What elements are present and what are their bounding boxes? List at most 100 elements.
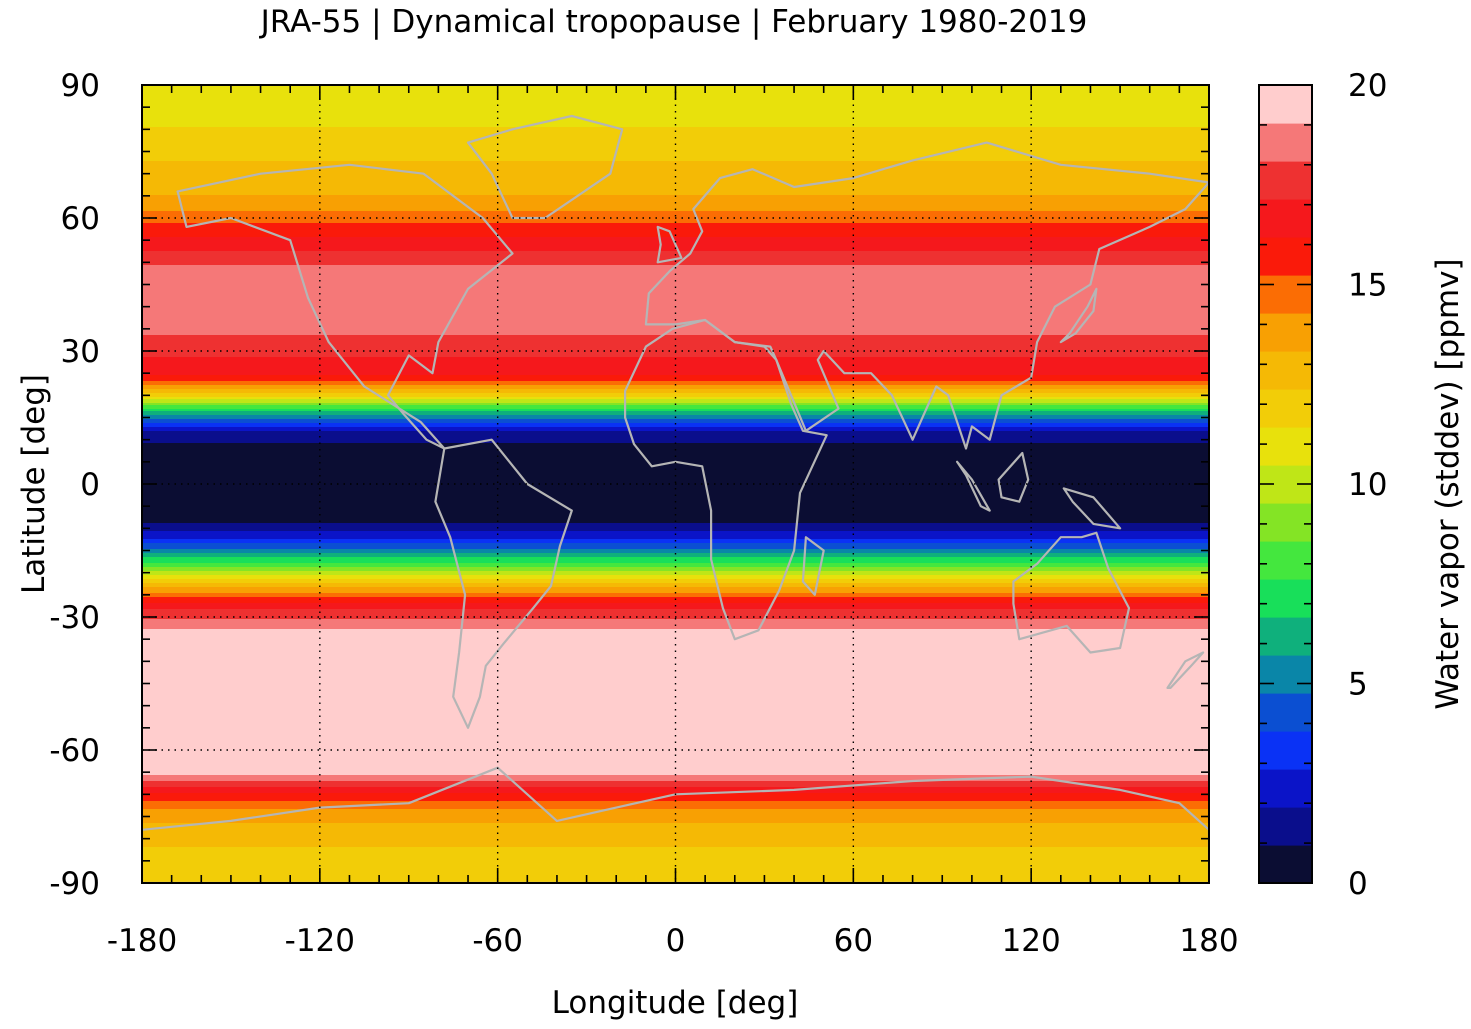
heat-band	[142, 661, 1209, 664]
heat-band	[142, 313, 1209, 316]
y-tick-label: 0	[80, 467, 100, 503]
colorbar-swatch	[1259, 237, 1312, 276]
heat-band	[142, 283, 1209, 286]
heat-band	[142, 445, 1209, 448]
heat-band	[142, 103, 1209, 106]
x-tick-labels: -180 -120 -60 0 60 120 180	[107, 923, 1239, 959]
heat-band	[142, 577, 1209, 580]
colorbar-tick-label: 10	[1348, 467, 1387, 503]
heat-band	[142, 393, 1209, 396]
heat-band	[142, 817, 1209, 820]
colorbar-swatch	[1259, 541, 1312, 580]
coastline-uk	[656, 225, 683, 264]
heat-band	[142, 337, 1209, 340]
heat-band	[142, 737, 1209, 740]
heat-band	[142, 147, 1209, 150]
heat-band	[142, 625, 1209, 628]
heat-band	[142, 309, 1209, 312]
heat-band	[142, 463, 1209, 466]
heat-band	[142, 439, 1209, 442]
heat-band	[142, 381, 1209, 384]
colorbar	[1259, 84, 1312, 884]
heat-band	[142, 179, 1209, 182]
heat-band	[142, 647, 1209, 650]
heat-band	[142, 727, 1209, 730]
heat-band	[142, 757, 1209, 760]
x-tick-label: -60	[472, 923, 523, 959]
heat-band	[142, 139, 1209, 142]
heat-band	[142, 777, 1209, 780]
y-tick-label: -90	[49, 866, 100, 902]
heat-band	[142, 141, 1209, 144]
heat-band	[142, 421, 1209, 424]
heat-band	[142, 833, 1209, 836]
x-tick-label: 0	[666, 923, 686, 959]
heat-band	[142, 589, 1209, 592]
colorbar-swatch	[1259, 693, 1312, 732]
heat-band	[142, 725, 1209, 728]
colorbar-swatch	[1259, 579, 1312, 618]
heat-band	[142, 753, 1209, 756]
heat-band	[142, 551, 1209, 554]
y-tick-label: 60	[61, 201, 100, 237]
grid-lines	[142, 85, 1209, 883]
heat-band	[142, 701, 1209, 704]
x-tick-label: -120	[285, 923, 355, 959]
heat-band	[142, 101, 1209, 104]
heat-band	[142, 485, 1209, 488]
heat-band	[142, 315, 1209, 318]
heat-band	[142, 673, 1209, 676]
heat-band	[142, 375, 1209, 378]
heat-band	[142, 255, 1209, 258]
heat-band	[142, 311, 1209, 314]
heat-band	[142, 635, 1209, 638]
heat-band	[142, 651, 1209, 654]
heat-band	[142, 763, 1209, 766]
heat-band	[142, 207, 1209, 210]
heat-band	[142, 491, 1209, 494]
heat-band	[142, 343, 1209, 346]
axis-ticks	[141, 84, 1210, 884]
heat-band	[142, 857, 1209, 860]
heat-band	[142, 659, 1209, 662]
heat-band	[142, 211, 1209, 214]
y-tick-label: 30	[61, 334, 100, 370]
heat-band	[142, 563, 1209, 566]
heat-band	[142, 827, 1209, 830]
heat-band	[142, 197, 1209, 200]
heat-band	[142, 433, 1209, 436]
heat-band	[142, 713, 1209, 716]
heat-band	[142, 477, 1209, 480]
heat-band	[142, 641, 1209, 644]
heat-band	[142, 181, 1209, 184]
heat-band	[142, 693, 1209, 696]
heat-band	[142, 707, 1209, 710]
heat-band	[142, 161, 1209, 164]
heat-band	[142, 125, 1209, 128]
heat-band	[142, 339, 1209, 342]
heat-band	[142, 105, 1209, 108]
heat-band	[142, 665, 1209, 668]
heat-band	[142, 613, 1209, 616]
heat-band	[142, 849, 1209, 852]
colorbar-swatch	[1259, 503, 1312, 542]
heat-band	[142, 783, 1209, 786]
x-axis-label: Longitude [deg]	[552, 985, 799, 1021]
heat-band	[142, 165, 1209, 168]
colorbar-frame	[1258, 84, 1313, 884]
heat-band	[142, 771, 1209, 774]
heat-band	[142, 733, 1209, 736]
heat-band	[142, 547, 1209, 550]
heat-band	[142, 373, 1209, 376]
heat-band	[142, 795, 1209, 798]
heat-band	[142, 629, 1209, 632]
heat-band	[142, 831, 1209, 834]
heat-band	[142, 697, 1209, 700]
heat-band	[142, 679, 1209, 682]
heat-band	[142, 235, 1209, 238]
heat-band	[142, 521, 1209, 524]
heat-band	[142, 525, 1209, 528]
heat-band	[142, 797, 1209, 800]
heat-band	[142, 269, 1209, 272]
heat-band	[142, 457, 1209, 460]
